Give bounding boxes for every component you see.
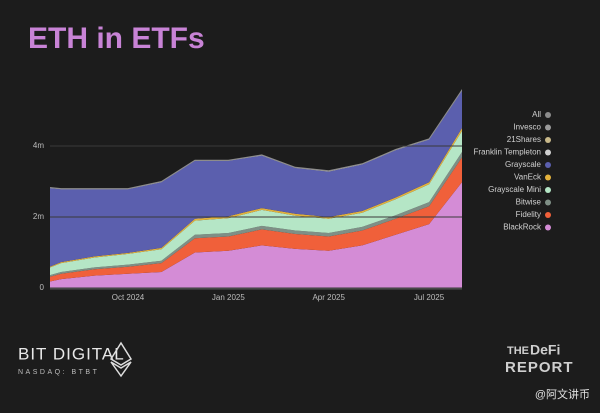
eth-logo (109, 341, 133, 378)
x-tick-label: Oct 2024 (112, 293, 145, 302)
defi-name: DeFi (530, 342, 560, 358)
legend-swatch (545, 212, 551, 218)
legend-swatch (545, 124, 551, 131)
area (50, 182, 462, 288)
y-tick-label: 0 (40, 283, 45, 292)
legend-swatch (545, 174, 551, 181)
total-line (50, 89, 462, 190)
legend-swatch (545, 137, 551, 143)
legend-swatch (545, 187, 551, 193)
y-tick-label: 4m (33, 141, 44, 150)
x-tick-label: Jul 2025 (414, 293, 445, 302)
legend-label: VanEck (514, 173, 542, 182)
legend-swatch (545, 199, 551, 206)
watermark: @阿文讲币 (535, 387, 590, 401)
legend-label: Grayscale Mini (488, 185, 541, 194)
chart-title: ETH in ETFs (28, 22, 205, 55)
legend-label: BlackRock (503, 223, 542, 232)
legend-swatch (545, 149, 551, 156)
legend-label: Bitwise (516, 198, 542, 207)
legend-swatch (545, 112, 551, 118)
y-tick-label: 2m (33, 212, 44, 221)
brand-name: BIT DIGITAL (18, 344, 125, 363)
plot (50, 89, 462, 288)
x-tick-label: Jan 2025 (212, 293, 245, 302)
area (50, 90, 462, 267)
brand-ticker: NASDAQ: BTBT (18, 369, 99, 376)
legend-label: Grayscale (505, 160, 542, 169)
legend-swatch (545, 162, 551, 168)
legend-label: All (532, 110, 541, 119)
defi-report: REPORT (505, 359, 574, 376)
legend-label: 21Shares (507, 135, 541, 144)
x-tick-label: Apr 2025 (312, 293, 345, 302)
legend-swatch (545, 224, 551, 231)
legend-label: Invesco (513, 123, 541, 132)
legend-label: Franklin Templeton (474, 148, 541, 157)
legend-label: Fidelity (516, 210, 541, 219)
area (50, 130, 462, 276)
defi-the: THE (507, 345, 529, 357)
